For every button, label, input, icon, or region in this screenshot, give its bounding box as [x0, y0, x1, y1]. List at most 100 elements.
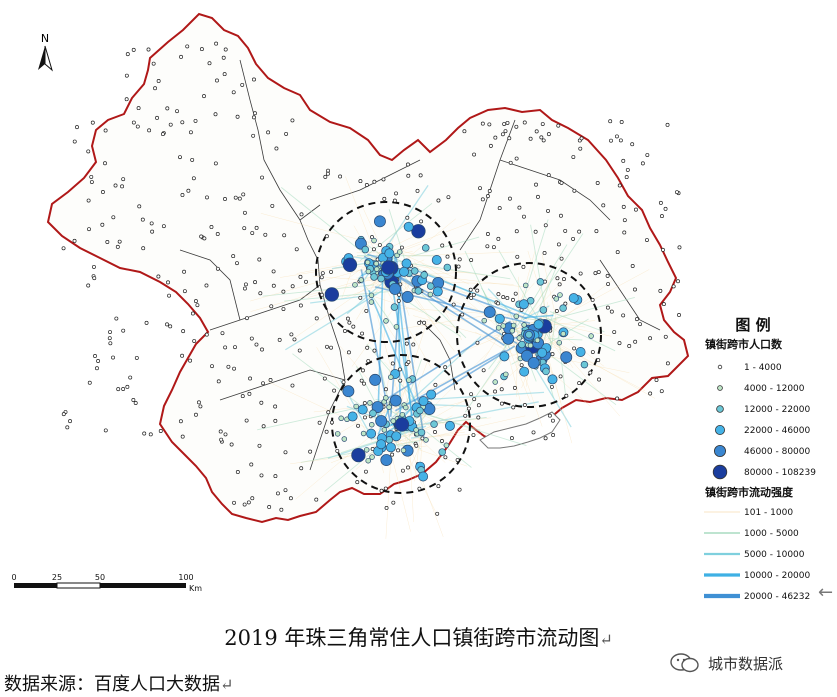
town-point — [193, 118, 198, 123]
town-point — [382, 196, 387, 201]
town-point — [393, 324, 400, 330]
town-point — [399, 266, 409, 277]
town-point — [386, 404, 392, 410]
town-point — [508, 196, 512, 201]
town-point — [556, 339, 563, 346]
town-point — [564, 393, 569, 398]
town-point — [500, 323, 506, 329]
town-point — [248, 376, 253, 381]
town-point — [440, 243, 445, 248]
town-point — [107, 336, 112, 341]
town-point — [519, 363, 524, 368]
north-arrow-icon: N — [38, 32, 53, 72]
town-point — [270, 203, 275, 208]
town-point — [527, 356, 540, 369]
town-point — [325, 171, 330, 176]
town-point — [223, 197, 227, 201]
town-point — [476, 403, 481, 408]
town-point — [534, 182, 538, 187]
town-point — [404, 341, 409, 346]
town-point — [558, 374, 563, 379]
town-point — [168, 122, 173, 127]
town-point — [271, 283, 276, 288]
town-point — [274, 146, 279, 151]
town-point — [186, 188, 191, 193]
town-point — [254, 225, 259, 230]
town-point — [496, 301, 500, 306]
town-point — [559, 256, 564, 261]
town-point — [503, 129, 508, 134]
town-point — [436, 484, 441, 489]
town-point — [369, 409, 377, 418]
town-point — [663, 334, 668, 339]
town-point — [399, 245, 404, 250]
watermark: 城市数据派 — [668, 650, 828, 676]
town-point — [547, 374, 558, 385]
town-point — [515, 254, 520, 259]
town-point — [661, 247, 665, 252]
town-point — [134, 355, 139, 360]
town-point — [338, 415, 344, 422]
town-point — [86, 149, 91, 154]
town-point — [522, 403, 527, 407]
town-points — [61, 41, 682, 516]
cluster-circle-shendong — [456, 262, 602, 408]
town-point — [627, 343, 632, 348]
town-point — [654, 378, 659, 382]
town-point — [363, 415, 367, 420]
town-point — [232, 366, 237, 371]
town-point — [677, 245, 682, 250]
legend-flow-label: 101 - 1000 — [744, 508, 793, 518]
town-point — [608, 119, 613, 124]
town-point — [268, 378, 273, 382]
legend: 图 例 镇街跨市人口数 1 - 4000 4000 - 12000 12000 - … — [704, 316, 816, 602]
town-point — [389, 282, 401, 295]
legend-population-item: 46000 - 80000 — [714, 444, 811, 457]
town-point — [563, 228, 568, 233]
town-point — [259, 400, 264, 405]
scale-unit: Km — [189, 584, 202, 593]
town-point — [113, 183, 118, 188]
town-point — [435, 511, 440, 516]
town-point — [633, 287, 637, 292]
town-point — [204, 283, 209, 288]
town-point — [612, 330, 617, 334]
town-point — [579, 136, 584, 141]
town-point — [536, 194, 540, 199]
town-point — [142, 431, 147, 436]
town-point — [205, 195, 209, 200]
town-point — [371, 237, 377, 244]
town-point — [468, 287, 473, 292]
town-point — [521, 322, 527, 328]
town-point — [406, 360, 411, 364]
town-point — [131, 47, 136, 52]
town-point — [290, 118, 295, 123]
town-point — [630, 142, 635, 147]
town-point — [590, 350, 595, 354]
town-point — [358, 179, 363, 184]
town-point — [202, 236, 207, 241]
town-point — [373, 215, 386, 228]
town-point — [443, 455, 448, 460]
town-point — [161, 224, 166, 229]
town-point — [417, 428, 426, 437]
town-point — [257, 257, 262, 262]
town-point — [329, 269, 334, 274]
town-point — [457, 257, 462, 262]
town-point — [396, 249, 403, 255]
town-point — [329, 420, 334, 425]
town-point — [367, 400, 373, 406]
town-point — [513, 291, 518, 296]
town-point — [553, 296, 560, 302]
town-point — [175, 109, 179, 114]
town-point — [223, 345, 228, 350]
town-point — [460, 312, 465, 317]
town-point — [368, 292, 375, 299]
town-point — [622, 218, 627, 223]
town-point — [396, 298, 401, 303]
town-point — [249, 336, 254, 341]
town-point — [308, 449, 313, 454]
town-point — [356, 423, 361, 428]
town-point — [254, 342, 259, 347]
town-point — [149, 221, 154, 226]
